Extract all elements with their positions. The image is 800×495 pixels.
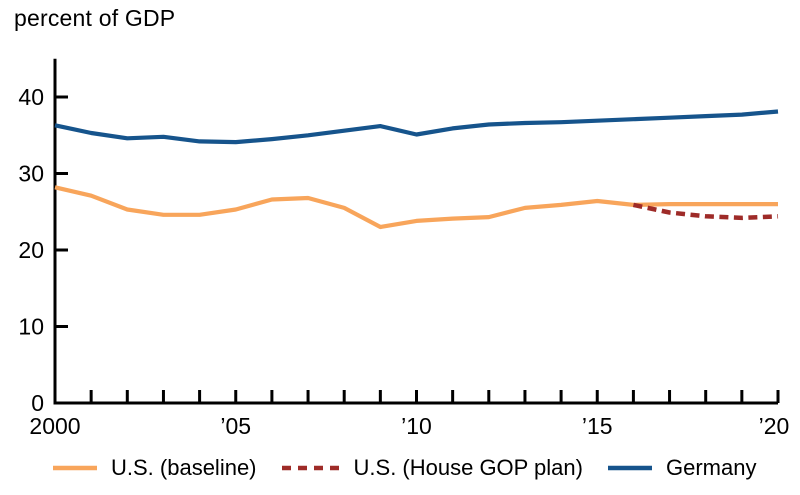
y-axis-tick-label: 10 xyxy=(18,314,44,340)
series-line-0 xyxy=(54,185,778,230)
us-baseline-line-swatch xyxy=(53,465,97,471)
x-axis-tick-label: ’10 xyxy=(401,413,432,439)
x-axis-tick-label: ’05 xyxy=(220,413,251,439)
axis-frame xyxy=(53,58,778,405)
x-axis-tick-label: ’15 xyxy=(582,413,613,439)
legend-label-us-gop-plan: U.S. (House GOP plan) xyxy=(353,455,583,480)
legend: U.S. (baseline) U.S. (House GOP plan) Ge… xyxy=(52,451,756,485)
plot-area: 0 10 20 30 40 2000 ’05 ’10 ’15 ’20 xyxy=(18,58,790,439)
y-axis-tick-label: 30 xyxy=(18,161,44,187)
legend-label-germany: Germany xyxy=(665,455,757,480)
legend-item-us-baseline: U.S. (baseline) xyxy=(52,455,257,481)
y-axis-tick-label: 20 xyxy=(18,237,44,263)
x-axis-tick-label: 2000 xyxy=(29,413,80,439)
legend-label-us-baseline: U.S. (baseline) xyxy=(111,455,257,480)
legend-item-us-gop-plan: U.S. (House GOP plan) xyxy=(281,455,583,481)
legend-item-germany: Germany xyxy=(607,455,756,481)
us-gop-plan-dashed-line-swatch xyxy=(281,465,341,471)
y-axis-tick-label: 0 xyxy=(31,390,44,416)
chart-title: percent of GDP xyxy=(14,5,176,31)
y-axis-tick-label: 40 xyxy=(18,84,44,110)
series-line-1 xyxy=(632,202,779,221)
germany-line-swatch xyxy=(607,465,652,471)
series-line-2 xyxy=(54,109,779,145)
x-axis-tick-label: ’20 xyxy=(759,413,790,439)
